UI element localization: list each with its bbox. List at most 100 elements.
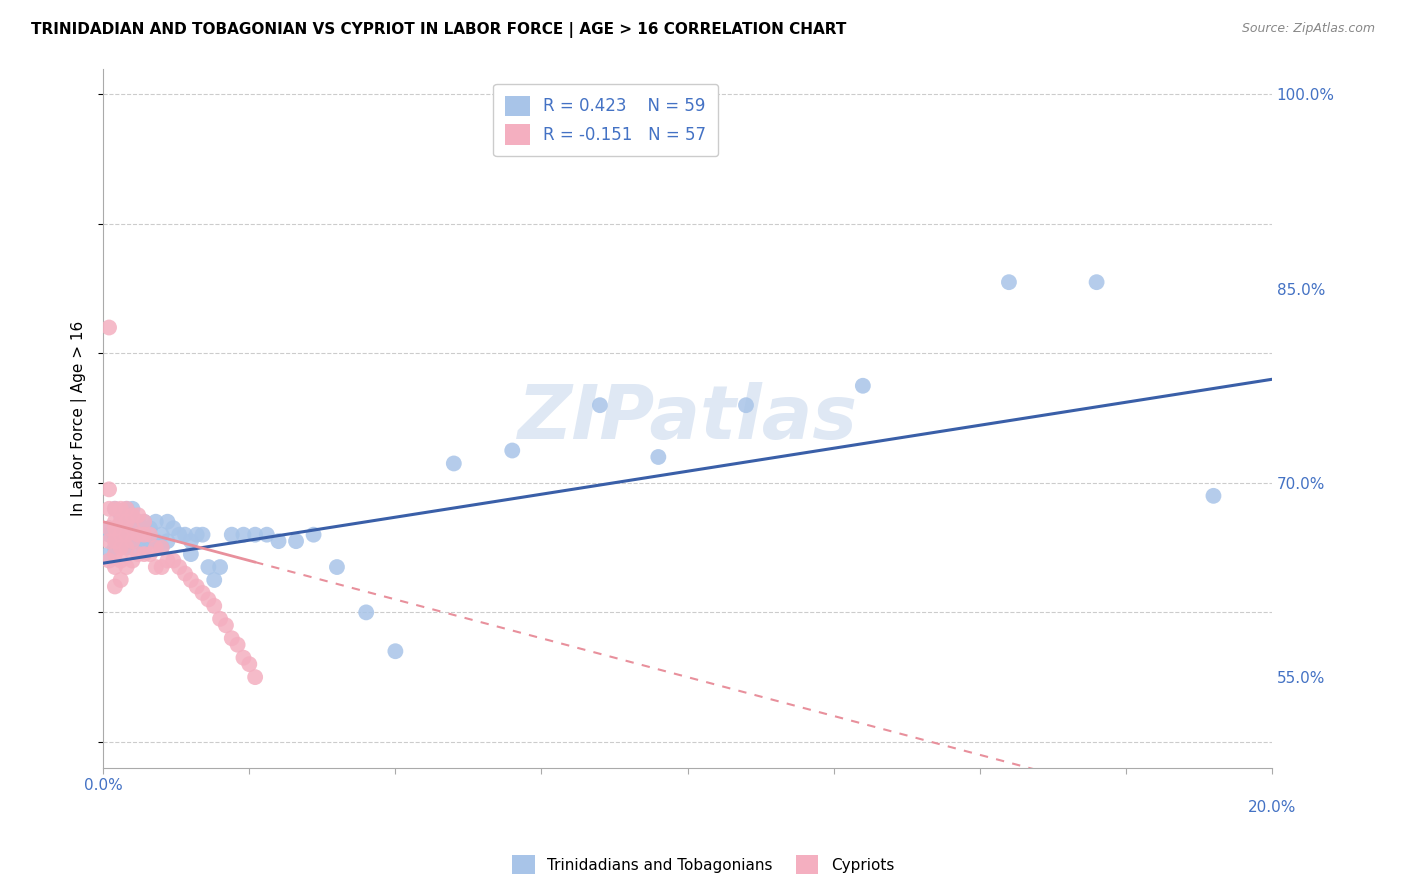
Point [104,527,127,541]
Point [167,527,190,541]
Point [145,541,167,555]
Point [139,534,162,549]
Point [139,547,162,561]
Point [202,599,225,613]
Point [197,560,219,574]
Point [735,398,758,412]
Point [186,579,208,593]
Point [104,501,127,516]
Point [226,638,249,652]
Point [110,501,132,516]
Point [209,612,232,626]
Point [104,541,127,555]
Point [98,547,121,561]
Point [110,515,132,529]
Point [98,521,121,535]
Point [443,457,465,471]
Point [174,527,197,541]
Point [98,521,121,535]
Point [150,541,173,555]
Point [121,515,143,529]
Point [243,527,266,541]
Text: TRINIDADIAN AND TOBAGONIAN VS CYPRIOT IN LABOR FORCE | AGE > 16 CORRELATION CHAR: TRINIDADIAN AND TOBAGONIAN VS CYPRIOT IN… [31,22,846,38]
Legend: Trinidadians and Tobagonians, Cypriots: Trinidadians and Tobagonians, Cypriots [506,849,900,880]
Point [115,501,138,516]
Point [98,553,121,567]
Point [326,560,349,574]
Point [121,553,143,567]
Point [115,521,138,535]
Point [501,443,523,458]
Point [215,618,238,632]
Point [115,527,138,541]
Point [180,573,202,587]
Point [197,592,219,607]
Text: Source: ZipAtlas.com: Source: ZipAtlas.com [1241,22,1375,36]
Point [98,501,121,516]
Point [589,398,612,412]
Point [647,450,669,464]
Point [145,534,167,549]
Point [145,515,167,529]
Legend: R = 0.423    N = 59, R = -0.151   N = 57: R = 0.423 N = 59, R = -0.151 N = 57 [494,84,718,156]
Point [238,657,260,672]
Point [180,534,202,549]
Point [121,501,143,516]
Point [98,320,121,334]
Point [121,534,143,549]
Point [115,501,138,516]
Point [134,515,156,529]
Point [134,527,156,541]
Point [98,483,121,497]
Point [104,521,127,535]
Point [852,378,875,392]
Point [156,534,179,549]
Point [121,521,143,535]
Point [115,541,138,555]
Point [104,501,127,516]
Point [384,644,406,658]
Point [110,508,132,523]
Point [167,560,190,574]
Point [232,650,254,665]
Point [156,553,179,567]
Point [110,521,132,535]
Point [139,521,162,535]
Point [127,527,149,541]
Text: ZIPatlas: ZIPatlas [517,382,858,455]
Point [162,521,184,535]
Point [1202,489,1225,503]
Point [127,547,149,561]
Point [302,527,325,541]
Point [134,547,156,561]
Text: 20.0%: 20.0% [1247,800,1296,815]
Point [174,566,197,581]
Point [186,527,208,541]
Point [104,515,127,529]
Point [202,573,225,587]
Point [98,527,121,541]
Point [139,527,162,541]
Point [127,534,149,549]
Point [998,275,1021,289]
Point [191,527,214,541]
Point [256,527,278,541]
Point [110,553,132,567]
Point [156,515,179,529]
Point [221,632,243,646]
Point [110,527,132,541]
Point [1085,275,1108,289]
Point [134,515,156,529]
Point [121,541,143,555]
Point [98,534,121,549]
Point [110,573,132,587]
Point [145,560,167,574]
Point [150,560,173,574]
Point [232,527,254,541]
Point [127,508,149,523]
Point [104,560,127,574]
Point [267,534,290,549]
Point [104,534,127,549]
Point [180,547,202,561]
Point [104,521,127,535]
